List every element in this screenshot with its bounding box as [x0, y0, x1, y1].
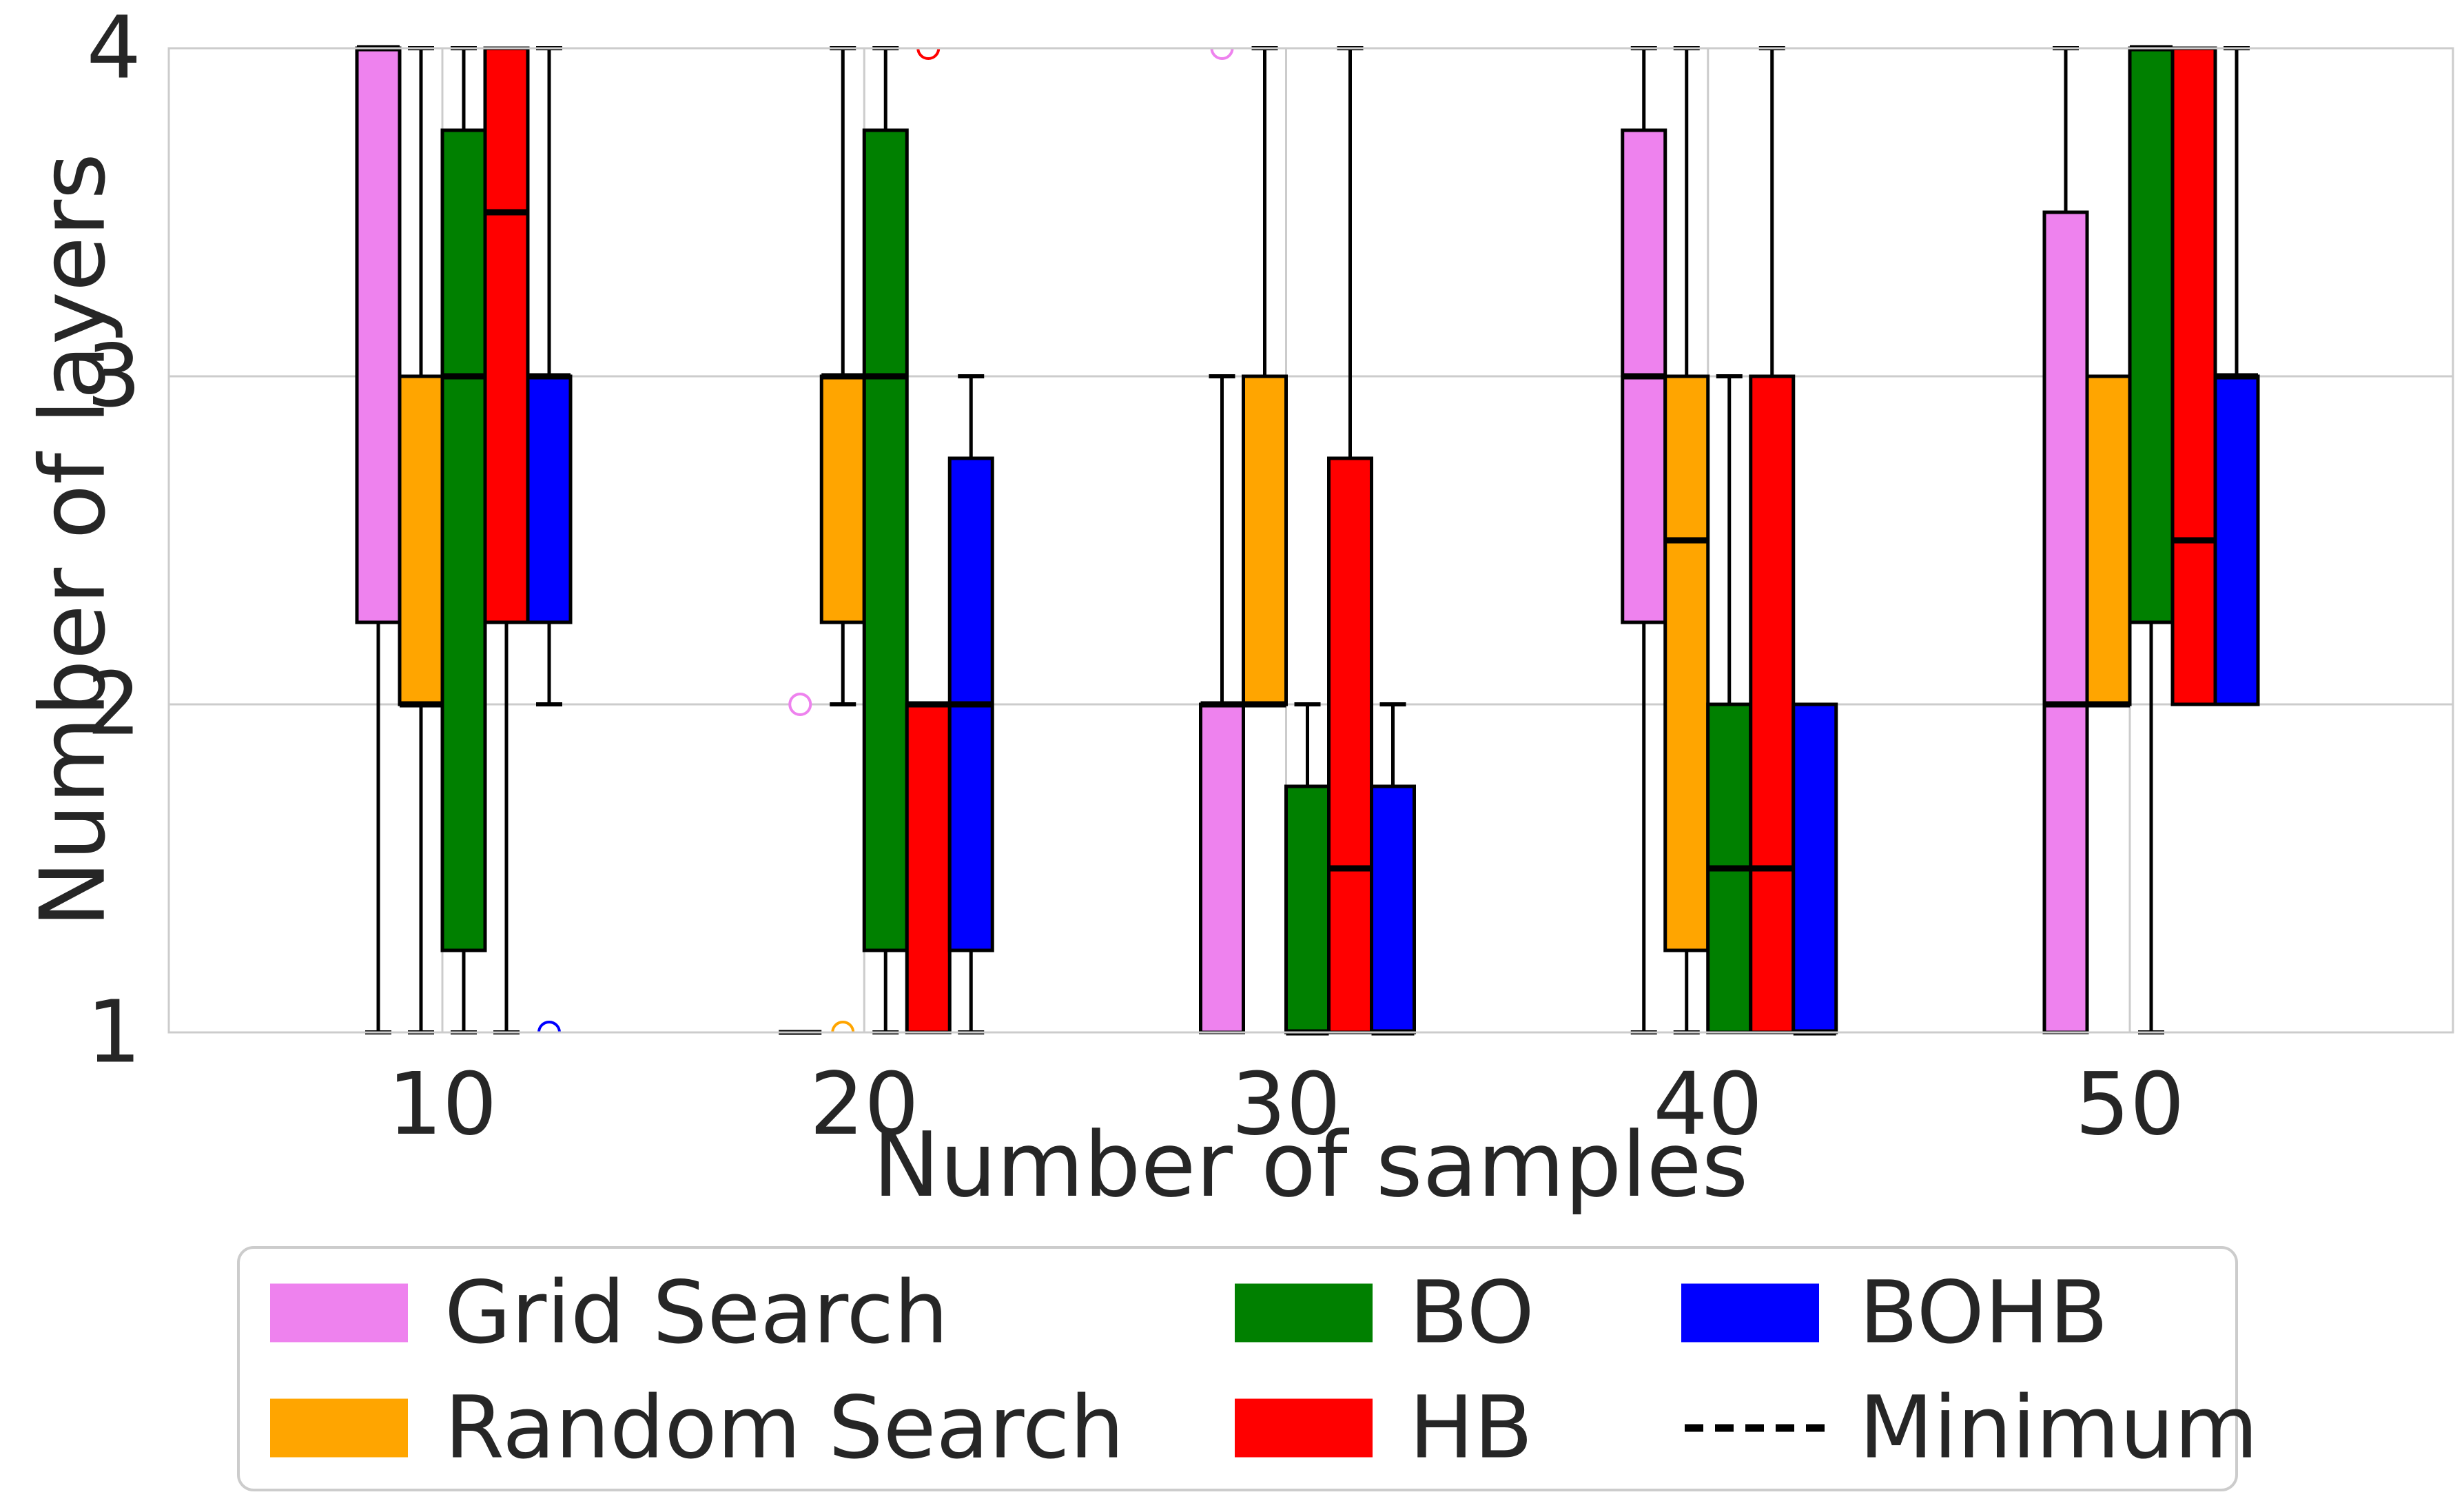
- flier-hb-20: [916, 48, 941, 60]
- y-tick-label-2: 2: [86, 655, 141, 755]
- legend-label-minimum: Minimum: [1859, 1378, 2258, 1478]
- x-tick-label-50: 50: [2075, 1054, 2184, 1154]
- box-rect: [862, 128, 909, 952]
- box-random-search-30: [1242, 46, 1288, 708]
- box-hb-20: [905, 701, 952, 1034]
- x-axis-tick-labels: 10 20 30 40 50: [387, 1054, 2184, 1154]
- legend-swatch-bohb: [1681, 1283, 1819, 1343]
- box-bo-40: [1706, 374, 1753, 1034]
- box-rect: [355, 46, 402, 624]
- box-hb-30: [1327, 46, 1373, 1034]
- box-rect: [1791, 702, 1838, 1034]
- box-bohb-30: [1370, 702, 1416, 1036]
- box-rect: [483, 46, 530, 624]
- flier-grid-search-20: [788, 693, 812, 716]
- legend-entry-hb: HB: [1235, 1378, 1533, 1478]
- box-bohb-50: [2213, 46, 2260, 706]
- box-bo-20: [862, 46, 909, 1034]
- box-random-search-10: [398, 46, 444, 1034]
- box-bohb-20: [947, 374, 994, 1034]
- legend-entry-minimum: Minimum: [1685, 1378, 2258, 1478]
- box-rect: [398, 374, 444, 706]
- legend-entry-grid-search: Grid Search: [270, 1263, 949, 1363]
- x-tick-label-10: 10: [387, 1054, 497, 1154]
- legend-swatch-random-search: [270, 1398, 408, 1458]
- legend-label-hb: HB: [1409, 1378, 1533, 1478]
- x-tick-label-40: 40: [1653, 1054, 1763, 1154]
- legend-swatch-hb: [1235, 1398, 1373, 1458]
- box-rect: [1199, 702, 1245, 1034]
- fliers-layer: [537, 48, 1234, 1032]
- box-hb-40: [1749, 46, 1796, 1034]
- box-rect: [905, 702, 952, 1034]
- y-axis-tick-labels: 1 2 3 4: [86, 0, 141, 1083]
- box-grid-search-40: [1621, 46, 1667, 1034]
- legend-entry-bohb: BOHB: [1681, 1263, 2108, 1363]
- boxes-layer: [355, 45, 2260, 1036]
- box-rect: [1663, 374, 1710, 952]
- box-rect: [526, 374, 573, 624]
- box-grid-search-30: [1199, 374, 1245, 1034]
- legend-swatch-grid-search: [270, 1283, 408, 1343]
- x-tick-label-20: 20: [810, 1054, 919, 1154]
- box-random-search-40: [1663, 46, 1710, 1034]
- flier-bohb-10: [537, 1021, 561, 1032]
- box-rect: [2170, 46, 2217, 706]
- legend-entry-random-search: Random Search: [270, 1378, 1125, 1478]
- box-bohb-40: [1791, 702, 1838, 1036]
- box-hb-50: [2170, 46, 2217, 706]
- legend-label-bohb: BOHB: [1859, 1263, 2108, 1363]
- box-rect: [819, 374, 866, 624]
- plot-frame: [167, 47, 2454, 1034]
- flier-random-search-20: [831, 1021, 855, 1032]
- box-rect: [2213, 374, 2260, 706]
- box-random-search-50: [2085, 374, 2132, 708]
- box-rect: [2042, 210, 2089, 1034]
- legend-label-grid-search: Grid Search: [444, 1263, 949, 1363]
- box-rect: [2128, 46, 2175, 624]
- y-axis-label: Number of layers: [21, 153, 125, 928]
- legend-label-bo: BO: [1409, 1263, 1534, 1363]
- box-rect: [1284, 784, 1331, 1034]
- flier-grid-search-30: [1210, 48, 1234, 60]
- box-bo-10: [440, 46, 487, 1034]
- legend-entry-bo: BO: [1235, 1263, 1534, 1363]
- box-rect: [1749, 374, 1796, 1034]
- box-rect: [440, 128, 487, 952]
- box-rect: [1242, 374, 1288, 706]
- legend-swatch-bo: [1235, 1283, 1373, 1343]
- y-tick-label-3: 3: [86, 327, 141, 427]
- box-bo-30: [1284, 702, 1331, 1036]
- box-rect: [1370, 784, 1416, 1034]
- x-tick-label-30: 30: [1231, 1054, 1341, 1154]
- box-rect: [1327, 456, 1373, 1034]
- legend-label-random-search: Random Search: [444, 1378, 1125, 1478]
- box-grid-search-10: [355, 45, 402, 1034]
- y-tick-label-1: 1: [86, 983, 141, 1083]
- box-rect: [2085, 374, 2132, 706]
- y-tick-label-4: 4: [86, 0, 141, 99]
- x-axis-label: Number of samples: [873, 1112, 1749, 1217]
